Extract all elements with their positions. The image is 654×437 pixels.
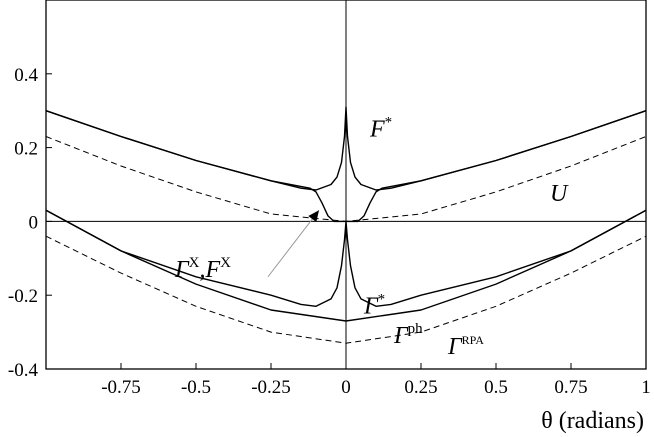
y-tick-label: 0.2 — [14, 139, 38, 160]
annotation-layer: F* U ΓX,FX Γ* Γph ΓRPA — [174, 115, 569, 361]
x-tick-label: 0.25 — [404, 377, 437, 398]
x-tick-label: 1 — [641, 377, 651, 398]
x-axis-title: θ (radians) — [541, 408, 644, 434]
x-tick-label: 0.75 — [554, 377, 587, 398]
annotation-f-star: F* — [369, 115, 392, 143]
annotation-gamma-x-fx: ΓX,FX — [174, 255, 231, 283]
axes-layer — [46, 0, 646, 369]
annotation-gamma-ph: Γph — [393, 321, 423, 349]
x-tick-label: -0.25 — [251, 377, 291, 398]
x-tick-label: 0.5 — [484, 377, 508, 398]
x-tick-label: -0.75 — [101, 377, 141, 398]
annotation-gamma-star: Γ* — [363, 292, 385, 320]
y-tick-label: -0.4 — [8, 360, 39, 381]
y-tick-label: 0.4 — [14, 65, 38, 86]
x-tick-label: -0.5 — [181, 377, 211, 398]
annotation-arrow-line — [267, 210, 320, 278]
y-tick-label: 0 — [29, 212, 39, 233]
y-tick-label: -0.2 — [8, 286, 38, 307]
tick-layer: -0.75 -0.5 -0.25 0 0.25 0.5 0.75 1 0.4 0.2 0 -0.2 -0… — [8, 65, 651, 398]
annotation-gamma-rpa: ΓRPA — [447, 333, 484, 360]
x-tick-label: 0 — [341, 377, 351, 398]
annotation-arrow-head — [308, 210, 319, 223]
annotation-u: U — [550, 181, 569, 207]
